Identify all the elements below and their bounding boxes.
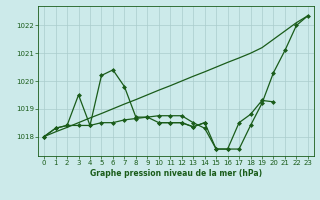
X-axis label: Graphe pression niveau de la mer (hPa): Graphe pression niveau de la mer (hPa) xyxy=(90,169,262,178)
